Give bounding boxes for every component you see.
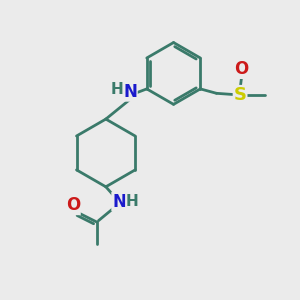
Text: H: H bbox=[111, 82, 124, 97]
Text: S: S bbox=[234, 86, 247, 104]
Text: N: N bbox=[123, 83, 137, 101]
Text: N: N bbox=[112, 193, 126, 211]
Text: H: H bbox=[126, 194, 139, 209]
Text: O: O bbox=[234, 60, 249, 78]
Text: O: O bbox=[66, 196, 80, 214]
